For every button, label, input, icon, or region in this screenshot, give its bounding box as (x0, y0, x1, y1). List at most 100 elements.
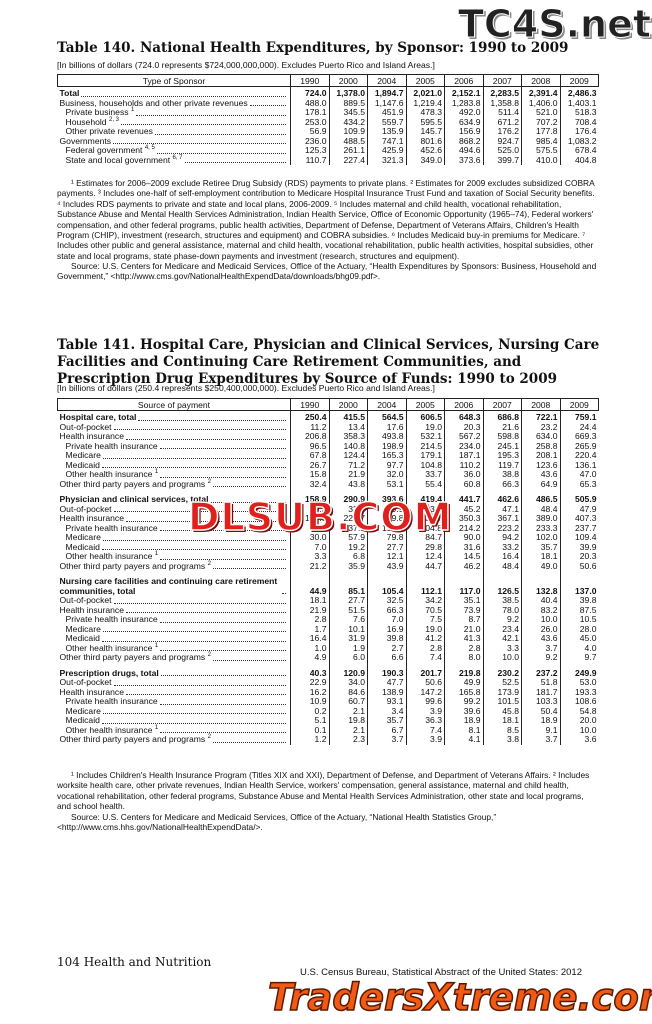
publication: U.S. Census Bureau, Statistical Abstract… (300, 967, 582, 978)
cell: 35.9 (328, 561, 368, 571)
cell: 564.5 (367, 410, 406, 423)
footnote-ref: 1 (154, 642, 159, 649)
dot-leader (160, 732, 286, 733)
cell: 4.0 (559, 643, 599, 653)
cell: 13.4 (328, 422, 368, 432)
table-row: Governments 236.0 488.5 747.1 801.6 868.2 924.… (58, 135, 599, 146)
label-wrap: Medicare (60, 624, 289, 635)
cell: 20.0 (559, 715, 599, 726)
cell: 22.9 (290, 677, 329, 688)
cell: 47.9 (559, 504, 599, 514)
dot-leader (160, 675, 286, 676)
cell: 39.8 (559, 595, 599, 606)
column-header: 1990 (290, 74, 330, 87)
label: Other third party payers and programs (59, 478, 206, 489)
cell: 214.5 (405, 441, 445, 451)
cell: 109.9 (328, 126, 368, 137)
row-label: Medicare (58, 450, 291, 461)
table-header: Source of payment 1990 2000 2004 2005 2006 200… (57, 398, 599, 411)
cell: 10.9 (290, 696, 329, 707)
table-row: Other third party payers and programs 2 1… (58, 734, 599, 745)
label-text: Medicare (66, 624, 101, 635)
cell: 16.9 (367, 624, 406, 634)
cell: 678.4 (559, 145, 599, 156)
footnote-ref: 1 (154, 724, 159, 731)
cell: 195.3 (482, 450, 522, 461)
cell: 45.2 (444, 504, 483, 514)
cell: 50.4 (521, 706, 560, 716)
cell: 38.8 (482, 469, 522, 480)
cell: 425.9 (367, 145, 406, 156)
dot-leader (126, 438, 286, 440)
cell: 105.4 (367, 571, 406, 596)
dot-leader (102, 713, 286, 714)
label-wrap: Federal government 4, 5 (60, 145, 289, 156)
label-text: Private business 1 (66, 107, 135, 118)
column-header: 2005 (405, 398, 445, 411)
cell: 51.8 (521, 677, 560, 688)
label-wrap: Other third party payers and programs 2 (59, 478, 289, 490)
label-wrap: Nursing care facilities and continuing c… (60, 576, 289, 596)
label: Health insurance (59, 431, 125, 441)
table-row: Other health insurance 1 0.1 2.1 6.7 7.4 8.1 8… (58, 724, 599, 735)
row-label: Health insurance (58, 604, 291, 616)
label-text: Total (60, 88, 80, 99)
label-text: Medicaid (66, 715, 100, 726)
cell: 12.4 (405, 551, 445, 562)
label-text: Other third party payers and programs 2 (60, 652, 211, 663)
row-label: Total (58, 87, 291, 99)
cell: 6.7 (367, 725, 406, 735)
cell: 2,391.4 (521, 86, 560, 99)
cell: 245.1 (482, 441, 522, 451)
label: Out-of-pocket (59, 503, 112, 514)
cell: 84.6 (328, 687, 368, 697)
label-text: Other third party payers and programs 2 (60, 561, 211, 572)
cell: 669.3 (559, 431, 599, 442)
column-header: 2004 (367, 398, 407, 411)
cell: 4.1 (444, 734, 483, 745)
table-row: Health insurance 107.5 221.7 309.8 331.7 350.… (58, 513, 599, 524)
label-wrap: Out-of-pocket (60, 595, 289, 606)
dot-leader (113, 429, 286, 430)
label: Governments (59, 135, 112, 146)
cell: 43.9 (367, 561, 406, 571)
label: Other health insurance (65, 642, 153, 653)
cell: 722.1 (521, 410, 560, 423)
row-label: Medicaid (58, 542, 291, 553)
label: Household (65, 116, 107, 127)
cell: 724.0 (290, 86, 329, 99)
cell: 18.1 (290, 595, 329, 606)
column-header: 2008 (521, 74, 561, 87)
cell: 14.5 (444, 551, 483, 562)
footnote-ref: 4, 5 (144, 145, 155, 152)
cell: 104.8 (405, 460, 445, 470)
table-row: Hospital care, total 250.4 415.5 564.5 606.5… (58, 410, 599, 423)
row-label: Hospital care, total (58, 411, 291, 423)
table-row: Federal government 4, 5 125.3 261.1 425.9 45… (58, 145, 599, 156)
column-header: 2004 (367, 74, 407, 87)
label: Other health insurance (65, 551, 153, 561)
row-label: Medicare (58, 624, 291, 635)
column-header: 2007 (482, 398, 522, 411)
cell: 488.5 (328, 136, 368, 146)
cell: 103.3 (521, 696, 560, 707)
cell: 48.4 (521, 504, 560, 514)
dot-leader (101, 722, 286, 724)
cell: 177.8 (521, 126, 560, 137)
dot-leader (212, 486, 286, 487)
cell: 12.1 (367, 551, 406, 562)
label-text: Medicaid (66, 460, 100, 471)
label-wrap: Private health insurance (60, 441, 289, 452)
label-text: Medicaid (66, 542, 100, 553)
label: Health insurance (59, 604, 125, 615)
table-row: Private health insurance 96.5 140.8 198.9 21… (58, 441, 599, 452)
label: Other health insurance (65, 724, 153, 735)
cell: 65.3 (559, 479, 599, 489)
cell: 60.8 (444, 479, 483, 489)
cell: 10.1 (328, 624, 368, 634)
cell: 9.1 (521, 725, 560, 735)
label-text: Private health insurance (66, 614, 158, 625)
cell: 125.3 (290, 145, 329, 156)
row-label: Medicaid (58, 715, 291, 726)
label-text: Out-of-pocket (60, 595, 112, 606)
